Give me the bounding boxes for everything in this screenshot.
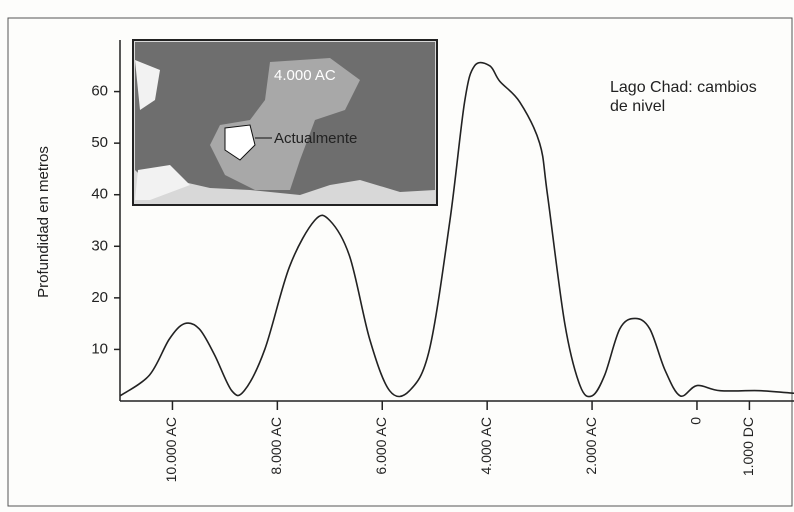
x-tick-label: 0 — [688, 417, 704, 425]
x-tick-label: 1.000 DC — [740, 417, 756, 476]
y-tick-label: 40 — [91, 186, 108, 203]
x-tick-label: 10.000 AC — [163, 417, 179, 482]
chart-title: Lago Chad: cambios de nivel — [610, 78, 760, 116]
annotation: 4.000 AC — [274, 67, 336, 84]
y-tick-label: 10 — [91, 340, 108, 357]
y-tick-label: 30 — [91, 237, 108, 254]
y-axis-label: Profundidad en metros — [35, 146, 52, 298]
y-tick-label: 60 — [91, 83, 108, 100]
x-tick-label: 8.000 AC — [268, 417, 284, 475]
y-tick-label: 20 — [91, 289, 108, 306]
y-tick-label: 50 — [91, 134, 108, 151]
x-tick-label: 4.000 AC — [478, 417, 494, 475]
inset-map: 4.000 AC Actualmente — [133, 40, 437, 205]
chart: 4.000 AC Actualmente Profundidad en metr… — [0, 0, 794, 512]
annotation: Actualmente — [274, 130, 357, 147]
page: 4.000 AC Actualmente Profundidad en metr… — [0, 0, 794, 512]
x-tick-label: 2.000 AC — [583, 417, 599, 475]
x-tick-label: 6.000 AC — [373, 417, 389, 475]
